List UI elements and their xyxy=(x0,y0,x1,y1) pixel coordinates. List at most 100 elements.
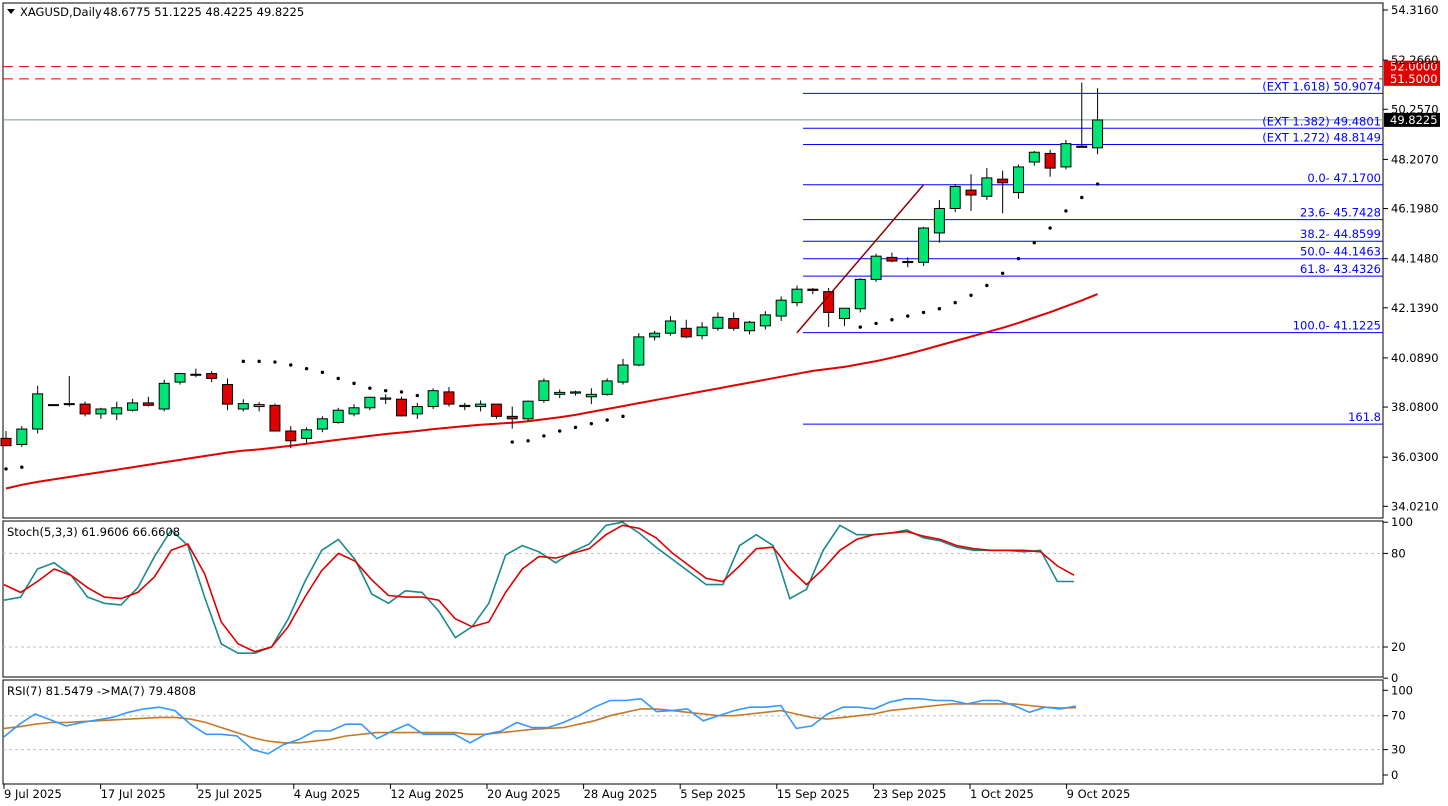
parabolic-sar-dot xyxy=(399,390,404,394)
fibonacci-level-label: 50.0- 44.1463 xyxy=(1300,245,1381,259)
time-axis-label: 9 Oct 2025 xyxy=(1067,787,1131,801)
parabolic-sar-dot xyxy=(605,418,609,422)
stochastic-axis-label: 20 xyxy=(1391,640,1406,654)
fibonacci-level-label: (EXT 1.382) 49.4801 xyxy=(1262,114,1381,128)
bullish-candle xyxy=(47,404,59,407)
resistance-price-label: 51.5000 xyxy=(1390,72,1438,86)
bearish-candle xyxy=(886,256,898,262)
rsi-title: RSI(7) 81.5479 ->MA(7) 79.4808 xyxy=(7,684,196,698)
resistance-price-tag xyxy=(1384,72,1440,86)
price-axis-label: 34.0210 xyxy=(1391,499,1439,513)
bearish-candle xyxy=(506,415,518,420)
price-axis-label: 44.1480 xyxy=(1391,252,1439,266)
time-axis-label: 28 Aug 2025 xyxy=(584,787,658,801)
parabolic-sar-dot xyxy=(415,393,420,398)
parabolic-sar-dot xyxy=(1016,256,1021,261)
bullish-candle xyxy=(617,364,629,383)
bullish-candle xyxy=(585,393,597,398)
parabolic-sar-dot xyxy=(320,370,325,375)
bearish-candle xyxy=(142,402,154,406)
parabolic-sar-dot xyxy=(1064,209,1068,213)
bullish-candle xyxy=(111,407,123,415)
price-axis-label: 36.0300 xyxy=(1391,450,1439,464)
bearish-candle xyxy=(728,318,740,329)
bullish-candle xyxy=(253,404,265,408)
parabolic-sar-dot xyxy=(558,429,562,433)
bullish-candle xyxy=(633,336,645,366)
parabolic-sar-dot xyxy=(20,465,24,469)
rsi-axis-label: 100 xyxy=(1391,683,1413,697)
bullish-candle xyxy=(1092,119,1104,149)
parabolic-sar-dot xyxy=(573,425,578,430)
bearish-candle xyxy=(1044,152,1056,169)
bullish-candle xyxy=(870,255,882,280)
parabolic-sar-dot xyxy=(4,467,8,471)
parabolic-sar-dot xyxy=(1080,195,1084,200)
bearish-candle xyxy=(0,437,12,447)
parabolic-sar-dot xyxy=(304,366,309,371)
price-axis-label: 52.2660 xyxy=(1391,53,1439,67)
parabolic-sar-dot xyxy=(368,386,372,390)
time-axis-label: 20 Aug 2025 xyxy=(487,787,561,801)
bullish-candle xyxy=(918,227,930,263)
parabolic-sar-dot xyxy=(874,321,878,326)
parabolic-sar-dot xyxy=(621,414,625,419)
price-axis-label: 38.0800 xyxy=(1391,400,1439,414)
rsi-main-line xyxy=(3,697,1077,755)
bullish-candle xyxy=(301,429,313,439)
parabolic-sar-dot xyxy=(890,318,894,322)
parabolic-sar-dot xyxy=(542,434,546,438)
parabolic-sar-dot xyxy=(257,359,261,364)
parabolic-sar-dot xyxy=(336,376,340,381)
time-axis-label: 5 Sep 2025 xyxy=(680,787,746,801)
price-axis-label: 46.1980 xyxy=(1391,202,1439,216)
stochastic-title: Stoch(5,3,3) 61.9606 66.6608 xyxy=(7,525,180,539)
bullish-candle xyxy=(775,299,787,317)
moving-average-line xyxy=(5,293,1098,490)
bearish-candle xyxy=(63,403,75,406)
parabolic-sar-dot xyxy=(1000,271,1005,275)
resistance-price-tag xyxy=(1384,60,1440,74)
bearish-candle xyxy=(221,384,233,405)
parabolic-sar-dot xyxy=(289,363,293,367)
bearish-candle xyxy=(269,404,281,432)
bullish-candle xyxy=(459,404,471,408)
bullish-candle xyxy=(601,380,613,395)
bullish-candle xyxy=(838,307,850,320)
parabolic-sar-dot xyxy=(858,325,862,329)
price-axis-label: 50.2570 xyxy=(1391,102,1439,116)
bullish-candle xyxy=(649,332,661,338)
stochastic-signal-line xyxy=(3,524,1075,653)
bullish-candle xyxy=(538,380,550,401)
rsi-panel xyxy=(2,679,1384,785)
bullish-candle xyxy=(664,320,676,334)
fibonacci-level-label: 161.8 xyxy=(1348,410,1381,424)
bearish-candle xyxy=(997,178,1009,184)
stochastic-axis-label: 100 xyxy=(1391,515,1413,529)
bullish-candle xyxy=(791,288,803,304)
rsi-axis-label: 0 xyxy=(1391,768,1398,782)
bullish-candle xyxy=(1012,166,1024,194)
bullish-candle xyxy=(174,373,186,383)
fibonacci-level-label: 100.0- 41.1225 xyxy=(1293,319,1381,333)
bearish-candle xyxy=(807,288,819,291)
chart-symbol-title: XAGUSD,Daily xyxy=(20,5,102,19)
bearish-candle xyxy=(79,403,91,415)
parabolic-sar-dot xyxy=(969,293,973,297)
parabolic-sar-dot xyxy=(589,421,594,426)
bullish-candle xyxy=(1060,143,1072,168)
parabolic-sar-dot xyxy=(352,381,356,386)
bearish-candle xyxy=(396,398,407,417)
time-axis-label: 15 Sep 2025 xyxy=(777,787,850,801)
stochastic-axis-label: 80 xyxy=(1391,546,1406,560)
time-axis-label: 9 Jul 2025 xyxy=(4,787,62,801)
bullish-candle xyxy=(316,418,328,430)
bullish-candle xyxy=(158,382,170,410)
rsi-axis-label: 70 xyxy=(1391,709,1406,723)
bullish-candle xyxy=(32,393,44,430)
parabolic-sar-dot xyxy=(526,439,530,443)
collapse-arrow-icon[interactable] xyxy=(7,9,15,14)
bullish-candle xyxy=(427,390,439,408)
